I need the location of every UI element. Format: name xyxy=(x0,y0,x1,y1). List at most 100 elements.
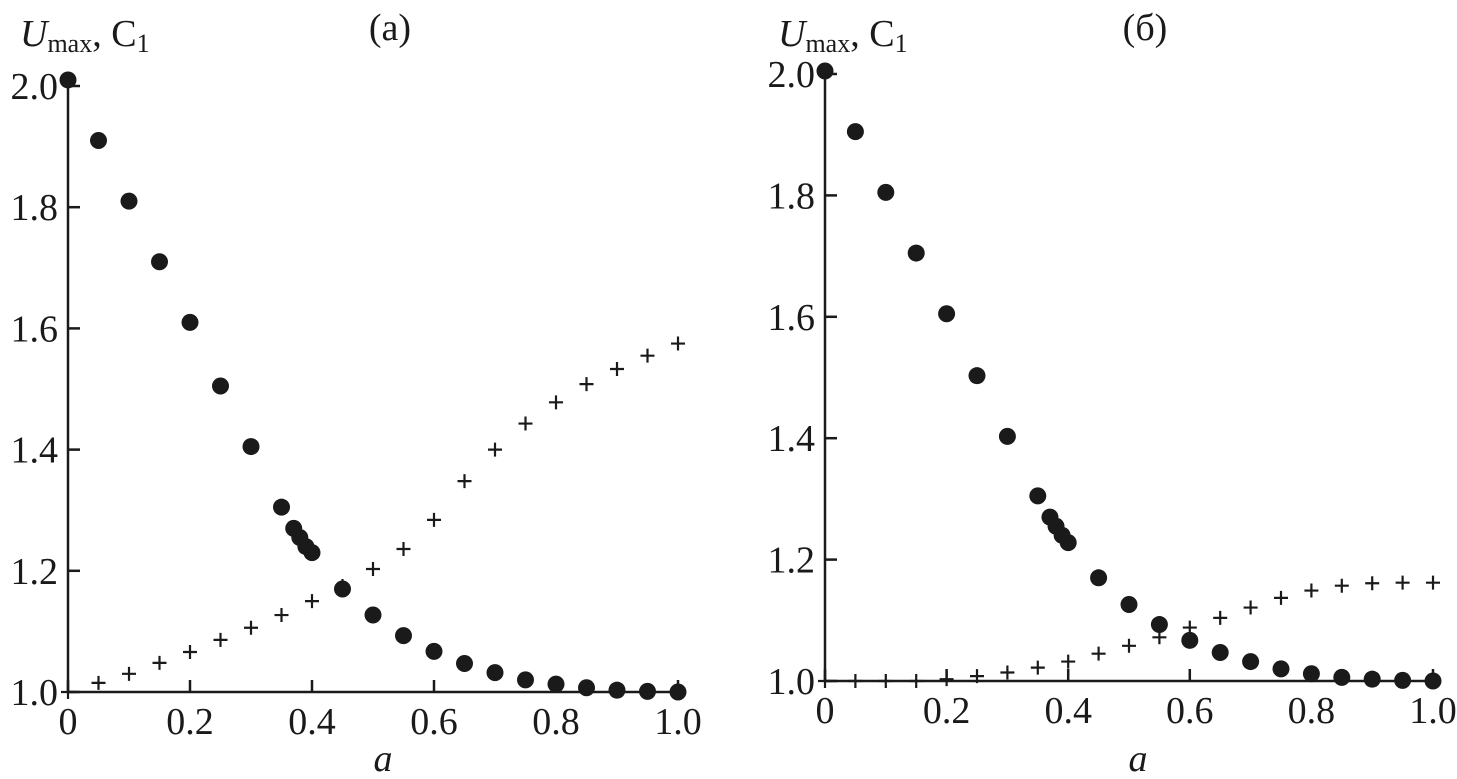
panel-a-dot-point xyxy=(273,498,290,516)
panel-a-y-tick-label: 1.2 xyxy=(11,551,59,593)
panel-b-dot-point xyxy=(1424,672,1442,690)
panel-b-y-axis-label: Umax, C1 xyxy=(778,13,908,58)
panel-a-plus-point xyxy=(335,578,350,593)
panel-b-x-tick-label: 0.4 xyxy=(1044,690,1092,732)
panel-a-ylabel-main: U xyxy=(20,13,50,55)
panel-a-marks xyxy=(59,71,687,701)
panel-b-dot-point xyxy=(1150,616,1168,634)
panel-b-ticks: 1.0 1.2 1.4 1.6 1.8 2.0 0 0.2 0.4 0.6 0.8 1.0 xyxy=(768,54,1457,732)
panel-a-x-tick-label: 0.2 xyxy=(166,701,214,743)
panel-a-x-tick-label: 0.6 xyxy=(410,701,458,743)
panel-b-dot-point xyxy=(1302,665,1320,683)
panel-b-plus-point xyxy=(970,669,984,684)
panel-b-dot-point xyxy=(968,367,986,385)
panel-b-plus-point xyxy=(1365,576,1380,591)
panel-b-plus-point xyxy=(818,674,832,688)
panel-a: (а) Umax, C1 a 1.0 1.2 1.4 1.6 1.8 2.0 0 0.2 0.4… xyxy=(11,7,702,779)
panel-b-plus-point xyxy=(1213,610,1228,625)
panel-a-ylabel-rest-sub: 1 xyxy=(137,29,150,58)
panel-a-plus-point xyxy=(274,608,289,623)
panel-b-ylabel-rest-sub: 1 xyxy=(895,29,908,58)
panel-a-plus-point xyxy=(640,348,655,363)
panel-a-ylabel-rest: , C xyxy=(92,13,136,55)
panel-b-plus-point xyxy=(1304,583,1319,598)
panel-b-dot-point xyxy=(1333,668,1351,686)
panel-a-dot-point xyxy=(456,655,473,673)
panel-b-y-tick-label: 1.4 xyxy=(768,418,816,460)
panel-a-plus-point xyxy=(610,362,624,377)
panel-b-ylabel-rest: , C xyxy=(850,13,894,55)
panel-a-plus-point xyxy=(305,594,319,609)
panel-a-dot-point xyxy=(90,132,107,150)
panel-a-dot-point xyxy=(59,71,77,89)
panel-a-ylabel-sub: max xyxy=(47,29,92,58)
panel-b-y-tick-label: 2.0 xyxy=(768,54,816,96)
panel-b-plus-point xyxy=(1182,620,1197,635)
panel-b-plus-point xyxy=(1152,630,1167,645)
panel-a-plus-point xyxy=(152,655,167,670)
panel-b-ylabel-sub: max xyxy=(805,29,850,58)
panel-b-plus-point xyxy=(1334,578,1349,593)
panel-b-y-tick-label: 1.6 xyxy=(768,297,816,339)
panel-a-dot-point xyxy=(151,253,168,271)
panel-a-plus-point xyxy=(427,512,441,527)
panel-a-y-tick-label: 1.0 xyxy=(11,672,59,714)
panel-a-dot-point xyxy=(578,679,595,697)
panel-a-dot-point xyxy=(486,664,504,682)
panel-a-dot-point xyxy=(212,377,229,395)
panel-a-dot-point xyxy=(395,627,412,645)
panel-b-plus-point xyxy=(878,674,893,688)
panel-b-plus-point xyxy=(1091,646,1106,661)
panel-a-dot-point xyxy=(517,671,534,689)
panel-a-plus-point xyxy=(122,666,136,681)
panel-b-plus-point xyxy=(1030,660,1045,675)
panel-b-dot-point xyxy=(1059,534,1077,552)
panel-a-x-tick-label: 0.8 xyxy=(532,701,580,743)
panel-b-y-tick-label: 1.8 xyxy=(768,175,816,217)
panel-b-y-tick-label: 1.2 xyxy=(768,540,816,582)
panel-a-plus-point xyxy=(91,675,106,690)
panel-b-dot-point xyxy=(1120,596,1138,614)
panel-a-dot-point xyxy=(364,606,382,624)
panel-a-plus-point xyxy=(518,416,533,431)
panel-a-dot-point xyxy=(669,683,687,701)
panel-b-plus-point xyxy=(909,674,924,688)
panel-a-plus-point xyxy=(579,377,594,392)
panel-a-dot-point xyxy=(181,313,199,331)
panel-b-dot-point xyxy=(1363,670,1381,688)
panel-a-ticks: 1.0 1.2 1.4 1.6 1.8 2.0 0 0.2 0.4 0.6 0.8 1.0 xyxy=(11,66,702,743)
panel-b-plus-point xyxy=(1243,600,1258,615)
panel-b-plus-point xyxy=(1426,575,1440,590)
panel-a-label: (а) xyxy=(369,7,411,49)
panel-b-dot-point xyxy=(1211,643,1229,661)
panel-a-y-axis-label: Umax, C1 xyxy=(20,13,150,58)
panel-a-x-tick-label: 0.4 xyxy=(288,701,336,743)
panel-a-dot-point xyxy=(242,438,260,456)
panel-a-dot-point xyxy=(639,682,656,700)
panel-b-plus-point xyxy=(939,672,954,687)
panel-a-dot-point xyxy=(608,681,626,699)
panel-b-dot-point xyxy=(938,305,956,323)
panel-a-y-tick-label: 1.4 xyxy=(11,430,59,472)
panel-b-dot-point xyxy=(1272,660,1290,678)
panel-a-dot-point xyxy=(120,192,138,210)
panel-a-dot-point xyxy=(425,642,443,660)
panel-b-x-tick-label: 0 xyxy=(816,690,835,732)
panel-b-x-axis-label: a xyxy=(1129,738,1148,779)
panel-a-plus-point xyxy=(549,395,563,410)
panel-b-marks xyxy=(816,62,1442,690)
panel-a-x-tick-label: 1.0 xyxy=(654,701,702,743)
panel-a-plus-point xyxy=(671,336,685,351)
panel-b-plus-point xyxy=(1274,590,1288,605)
panel-b-dot-point xyxy=(846,123,864,141)
panel-a-y-tick-label: 1.8 xyxy=(11,187,59,229)
panel-a-plus-point xyxy=(61,685,75,699)
panel-a-plus-point xyxy=(366,561,380,576)
panel-b-plus-point xyxy=(848,674,863,688)
panel-b-x-tick-label: 0.6 xyxy=(1166,690,1214,732)
panel-a-dot-point xyxy=(547,675,565,693)
panel-a-plus-point xyxy=(457,474,472,489)
panel-b-plus-point xyxy=(1122,638,1136,653)
